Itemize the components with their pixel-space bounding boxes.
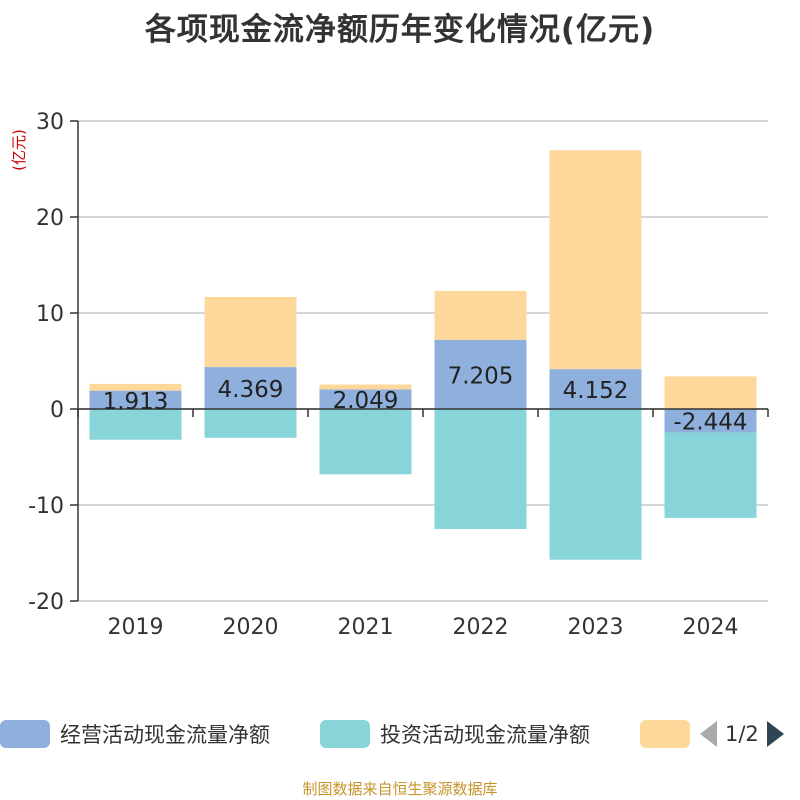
bar-segment [549,409,642,560]
data-label: 4.369 [218,377,284,403]
data-label: -2.444 [673,410,747,436]
legend-page-indicator: 1/2 [725,722,759,746]
x-tick-label: 2019 [108,615,164,640]
x-tick-label: 2024 [683,615,739,640]
bar-segment [204,367,297,409]
legend-next-icon[interactable] [766,721,784,747]
x-tick-label: 2020 [223,615,279,640]
bar-segment [319,384,412,390]
y-tick-label: 20 [36,206,64,231]
y-tick-label: -10 [28,494,64,519]
bar-segment [204,409,297,438]
bar-segment [664,409,757,433]
y-tick-label: 10 [36,302,64,327]
bar-segment [319,389,412,409]
legend-swatch-third [640,720,690,748]
legend-prev-icon[interactable] [700,721,717,747]
y-tick-label: 30 [36,110,64,135]
y-tick-label: 0 [50,398,64,423]
data-label: 7.205 [448,363,514,389]
x-tick-label: 2021 [338,615,394,640]
bar-segment [89,390,182,409]
data-label: 4.152 [563,378,629,404]
legend: 经营活动现金流量净额 投资活动现金流量净额 1/2 [0,716,800,752]
legend-pager: 1/2 [700,716,784,752]
data-label: 2.049 [333,388,399,414]
legend-item-operating[interactable]: 经营活动现金流量净额 [0,716,270,752]
bar-segment [89,409,182,440]
bar-segment [204,296,297,368]
x-tick-label: 2022 [453,615,509,640]
source-note: 制图数据来自恒生聚源数据库 [302,780,498,798]
data-label: 1.913 [103,389,169,415]
x-tick-label: 2023 [568,615,624,640]
bar-segment [319,409,412,475]
legend-swatch-operating [0,720,50,748]
bar-segment [664,376,757,409]
bar-segment [549,369,642,409]
legend-item-third[interactable] [640,716,700,752]
bar-segment [549,150,642,370]
y-axis-label: (亿元) [10,129,28,171]
legend-item-investing[interactable]: 投资活动现金流量净额 [320,716,590,752]
chart-title: 各项现金流净额历年变化情况(亿元) [144,12,656,48]
bar-segment [434,290,527,340]
y-tick-label: -20 [28,590,64,615]
legend-swatch-investing [320,720,370,748]
bar-segment [89,383,182,391]
bar-segment [434,339,527,409]
legend-label-operating: 经营活动现金流量净额 [60,723,270,747]
legend-label-investing: 投资活动现金流量净额 [380,723,590,747]
bar-segment [664,432,757,518]
bar-segment [434,409,527,529]
